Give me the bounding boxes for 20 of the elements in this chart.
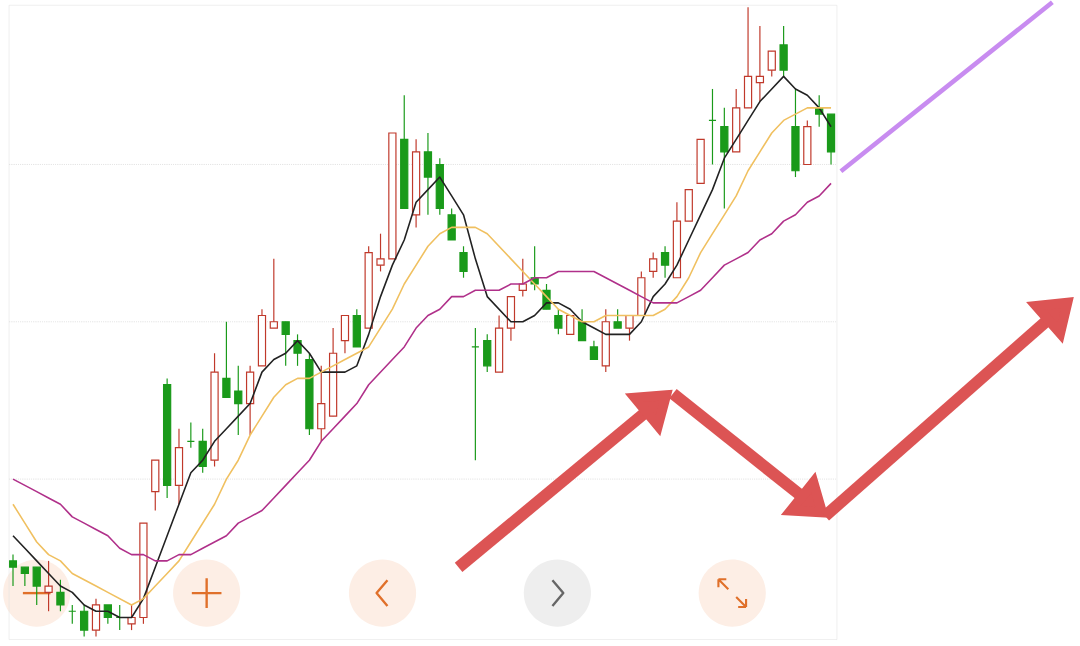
candlestick [56,578,65,612]
candlestick [589,339,599,360]
candlestick [44,560,53,612]
candlestick [32,566,41,606]
candlestick [755,25,765,102]
candlestick [577,308,587,342]
candlestick [281,320,290,367]
candlestick [222,320,231,398]
candlestick [660,245,670,279]
candlestick [269,258,278,329]
candlestick [376,232,385,272]
candlestick [459,245,468,279]
candlestick [554,308,563,335]
candlestick [649,251,658,279]
candlestick [127,604,136,631]
candlestick [79,604,89,637]
candlestick [625,314,634,342]
candlestick [613,308,622,329]
candlestick [234,365,243,436]
candlestick [767,50,776,77]
